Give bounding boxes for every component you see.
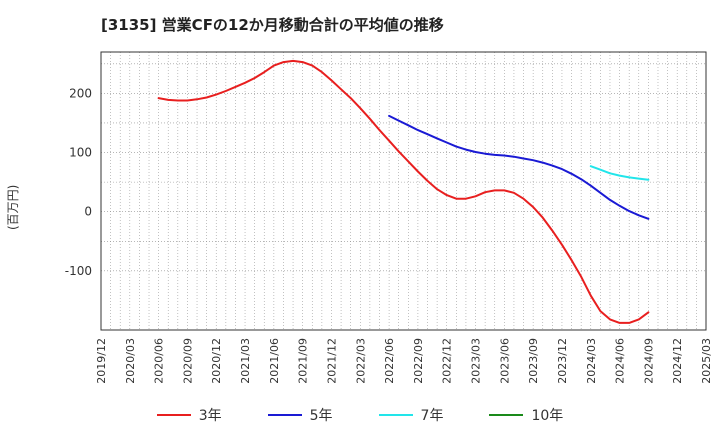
legend-label: 5年 xyxy=(309,408,333,424)
x-tick-label: 2024/09 xyxy=(642,338,655,384)
legend-label: 7年 xyxy=(420,408,444,424)
x-tick-label: 2024/12 xyxy=(671,338,684,384)
y-tick-label: 0 xyxy=(84,205,92,219)
legend-item: 5年 xyxy=(267,405,333,425)
legend-label: 10年 xyxy=(531,408,564,424)
x-tick-label: 2021/12 xyxy=(325,338,338,384)
x-tick-label: 2020/06 xyxy=(153,338,166,384)
chart-title: [3135] 営業CFの12か月移動合計の平均値の推移 xyxy=(101,16,444,34)
x-tick-label: 2020/12 xyxy=(210,338,223,384)
x-tick-label: 2024/06 xyxy=(614,338,627,384)
x-tick-label: 2022/09 xyxy=(412,338,425,384)
series-line xyxy=(157,59,650,324)
legend-swatch xyxy=(267,414,302,416)
x-tick-label: 2022/12 xyxy=(441,338,454,384)
legend-item: 7年 xyxy=(378,405,444,425)
x-tick-label: 2023/09 xyxy=(527,338,540,384)
x-tick-label: 2025/03 xyxy=(700,338,713,384)
series-line xyxy=(589,165,650,181)
x-tick-label: 2024/03 xyxy=(585,338,598,384)
x-tick-label: 2023/12 xyxy=(556,338,569,384)
legend-swatch xyxy=(378,414,413,416)
x-tick-label: 2021/03 xyxy=(239,338,252,384)
plot-frame xyxy=(100,51,707,331)
chart-legend: 3年 5年 7年 10年 xyxy=(0,404,720,426)
y-tick-label: -100 xyxy=(65,264,92,278)
legend-swatch xyxy=(489,414,524,416)
y-tick-label: 100 xyxy=(69,146,92,160)
x-tick-label: 2021/06 xyxy=(268,338,281,384)
x-tick-label: 2019/12 xyxy=(95,338,108,384)
legend-item: 10年 xyxy=(489,405,563,425)
x-tick-label: 2020/09 xyxy=(181,338,194,384)
x-tick-label: 2020/03 xyxy=(124,338,137,384)
legend-item: 3年 xyxy=(156,405,222,425)
legend-label: 3年 xyxy=(198,408,222,424)
x-tick-label: 2023/03 xyxy=(470,338,483,384)
legend-swatch xyxy=(156,414,191,416)
x-tick-label: 2021/09 xyxy=(297,338,310,384)
series-line xyxy=(388,114,650,220)
x-tick-label: 2022/06 xyxy=(383,338,396,384)
x-tick-label: 2022/03 xyxy=(354,338,367,384)
y-tick-label: 200 xyxy=(69,86,92,100)
x-tick-label: 2023/06 xyxy=(498,338,511,384)
